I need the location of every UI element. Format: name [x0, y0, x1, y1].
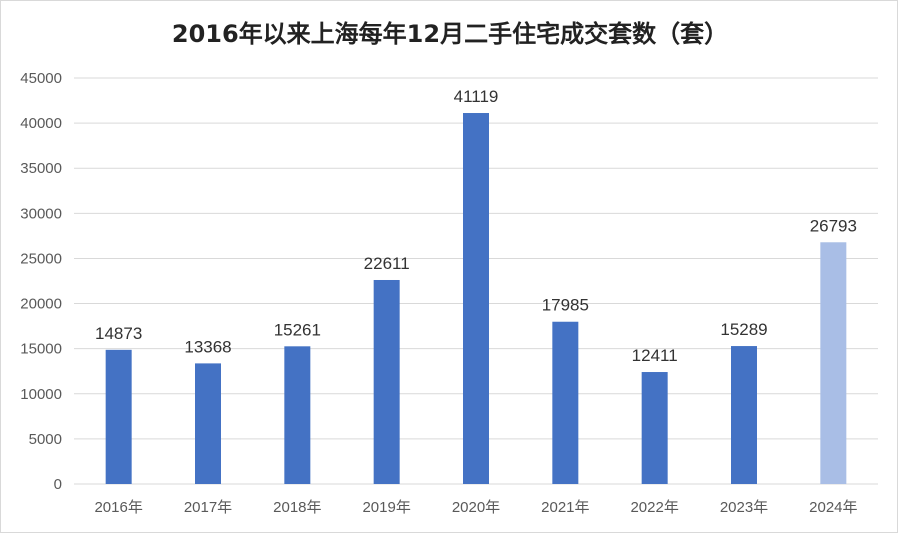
y-tick-label: 25000	[20, 250, 62, 267]
y-tick-label: 45000	[20, 70, 62, 87]
y-tick-label: 20000	[20, 296, 62, 313]
x-tick-label: 2021年	[541, 499, 589, 516]
y-tick-label: 40000	[20, 115, 62, 132]
data-label: 15289	[720, 320, 767, 339]
bars	[105, 113, 847, 484]
data-label: 22611	[364, 254, 410, 273]
bar	[641, 372, 668, 484]
y-tick-label: 15000	[20, 341, 62, 358]
bar	[731, 346, 757, 484]
y-tick-label: 30000	[20, 205, 62, 222]
x-tick-label: 2019年	[362, 499, 410, 516]
y-tick-label: 10000	[20, 386, 62, 403]
data-labels: 14873 13368 15261 22611 41119 17985 12411 15289…	[95, 87, 857, 365]
chart-title: 2016年以来上海每年12月二手住宅成交套数（套）	[172, 20, 728, 48]
y-tick-label: 35000	[20, 160, 62, 177]
y-tick-label: 5000	[29, 431, 62, 448]
data-label: 13368	[184, 337, 231, 356]
data-label: 12411	[632, 346, 678, 365]
x-tick-label: 2020年	[452, 499, 500, 516]
bar	[463, 113, 489, 484]
data-label: 14873	[95, 324, 142, 343]
y-axis-ticks: 0 5000 10000 15000 20000 25000 30000 35000 40000…	[20, 70, 62, 493]
x-tick-label: 2018年	[273, 499, 321, 516]
data-label: 26793	[810, 216, 857, 235]
bar	[284, 346, 311, 484]
x-tick-label: 2024年	[809, 499, 857, 516]
data-label: 17985	[542, 296, 589, 315]
x-tick-label: 2017年	[184, 499, 232, 516]
x-tick-label: 2016年	[94, 499, 142, 516]
bar	[552, 321, 579, 484]
bar	[373, 279, 400, 484]
bar	[820, 242, 847, 484]
x-axis-ticks: 2016年 2017年 2018年 2019年 2020年 2021年 2022年 2023年…	[94, 499, 857, 516]
bar	[105, 349, 132, 484]
data-label: 41119	[454, 87, 499, 106]
x-tick-label: 2022年	[630, 499, 678, 516]
data-label: 15261	[274, 320, 321, 339]
x-tick-label: 2023年	[720, 499, 768, 516]
bar	[195, 363, 221, 484]
y-tick-label: 0	[54, 476, 62, 493]
